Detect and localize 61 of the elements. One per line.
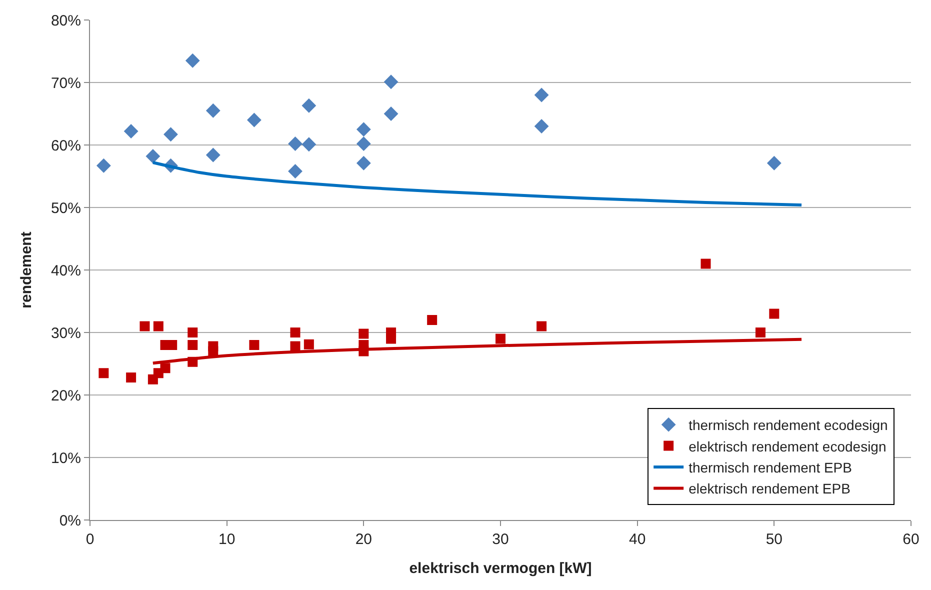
point <box>384 106 398 121</box>
point <box>146 149 160 164</box>
point <box>160 363 170 374</box>
point <box>186 54 200 68</box>
point <box>126 372 136 382</box>
point <box>386 334 396 344</box>
point <box>288 136 302 151</box>
x-tick-label: 0 <box>86 531 94 548</box>
point <box>700 258 711 269</box>
point <box>427 315 438 325</box>
point <box>534 88 549 102</box>
point <box>249 340 260 350</box>
point <box>356 136 371 151</box>
x-tick-label: 20 <box>355 531 372 548</box>
point <box>164 127 178 142</box>
y-tick-label: 70% <box>50 74 81 92</box>
x-axis-title: elektrisch vermogen [kW] <box>409 560 592 577</box>
point <box>358 328 369 339</box>
point <box>356 122 371 136</box>
point <box>769 308 780 319</box>
x-tick-label: 50 <box>766 531 783 548</box>
point <box>534 119 549 134</box>
y-tick-label: 50% <box>50 200 81 217</box>
x-tick-label: 40 <box>628 531 646 548</box>
point <box>290 341 300 352</box>
y-tick-label: 40% <box>50 262 81 280</box>
point <box>124 124 138 138</box>
legend-label: elektrisch rendement EPB <box>688 480 850 497</box>
point <box>290 328 300 338</box>
y-tick-label: 0% <box>59 512 81 530</box>
point <box>140 321 150 332</box>
point <box>188 328 198 338</box>
point <box>98 368 109 378</box>
point <box>356 156 371 170</box>
point <box>384 74 398 89</box>
point <box>206 104 220 118</box>
point <box>288 164 302 178</box>
y-tick-label: 10% <box>50 450 81 467</box>
point <box>304 339 314 350</box>
point <box>247 113 262 127</box>
point <box>206 148 220 162</box>
point <box>96 158 111 173</box>
y-axis-title: rendement <box>18 232 36 308</box>
point <box>536 321 547 332</box>
point <box>767 156 782 170</box>
point <box>755 328 766 338</box>
point <box>496 334 506 344</box>
y-tick-label: 80% <box>50 12 81 30</box>
legend-label: elektrisch rendement ecodesign <box>688 438 886 454</box>
point <box>153 321 164 332</box>
x-tick-label: 60 <box>902 531 920 548</box>
point <box>302 137 316 152</box>
point <box>302 98 316 113</box>
x-tick-label: 10 <box>218 531 236 548</box>
legend-label: thermisch rendement ecodesign <box>688 417 888 434</box>
y-tick-label: 20% <box>50 387 81 404</box>
x-tick-label: 30 <box>492 531 509 548</box>
y-tick-label: 60% <box>50 137 81 154</box>
y-tick-label: 30% <box>50 324 81 342</box>
point <box>188 340 198 350</box>
legend-label: thermisch rendement EPB <box>688 459 852 476</box>
